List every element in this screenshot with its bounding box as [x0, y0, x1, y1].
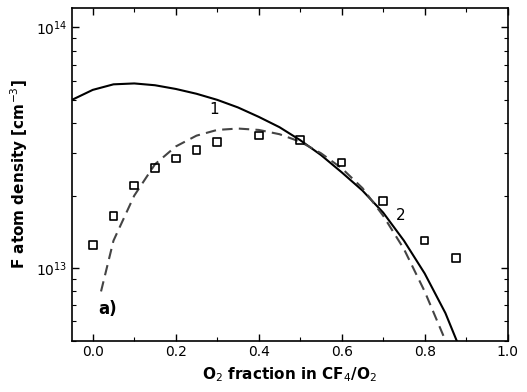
Point — [421, 238, 429, 244]
Text: 2: 2 — [396, 208, 405, 223]
Point — [89, 241, 97, 248]
Point — [337, 159, 346, 165]
Point — [192, 147, 201, 153]
Point — [151, 165, 159, 171]
X-axis label: O$_2$ fraction in CF$_4$/O$_2$: O$_2$ fraction in CF$_4$/O$_2$ — [202, 365, 377, 384]
Point — [213, 139, 221, 145]
Point — [130, 183, 139, 189]
Point — [379, 198, 387, 204]
Point — [462, 361, 471, 367]
Text: a): a) — [98, 300, 117, 318]
Point — [255, 132, 263, 139]
Point — [171, 156, 180, 162]
Y-axis label: F atom density [cm$^{-3}$]: F atom density [cm$^{-3}$] — [8, 80, 30, 269]
Point — [452, 255, 460, 261]
Text: 1: 1 — [209, 102, 219, 117]
Point — [109, 212, 118, 219]
Point — [296, 137, 305, 143]
